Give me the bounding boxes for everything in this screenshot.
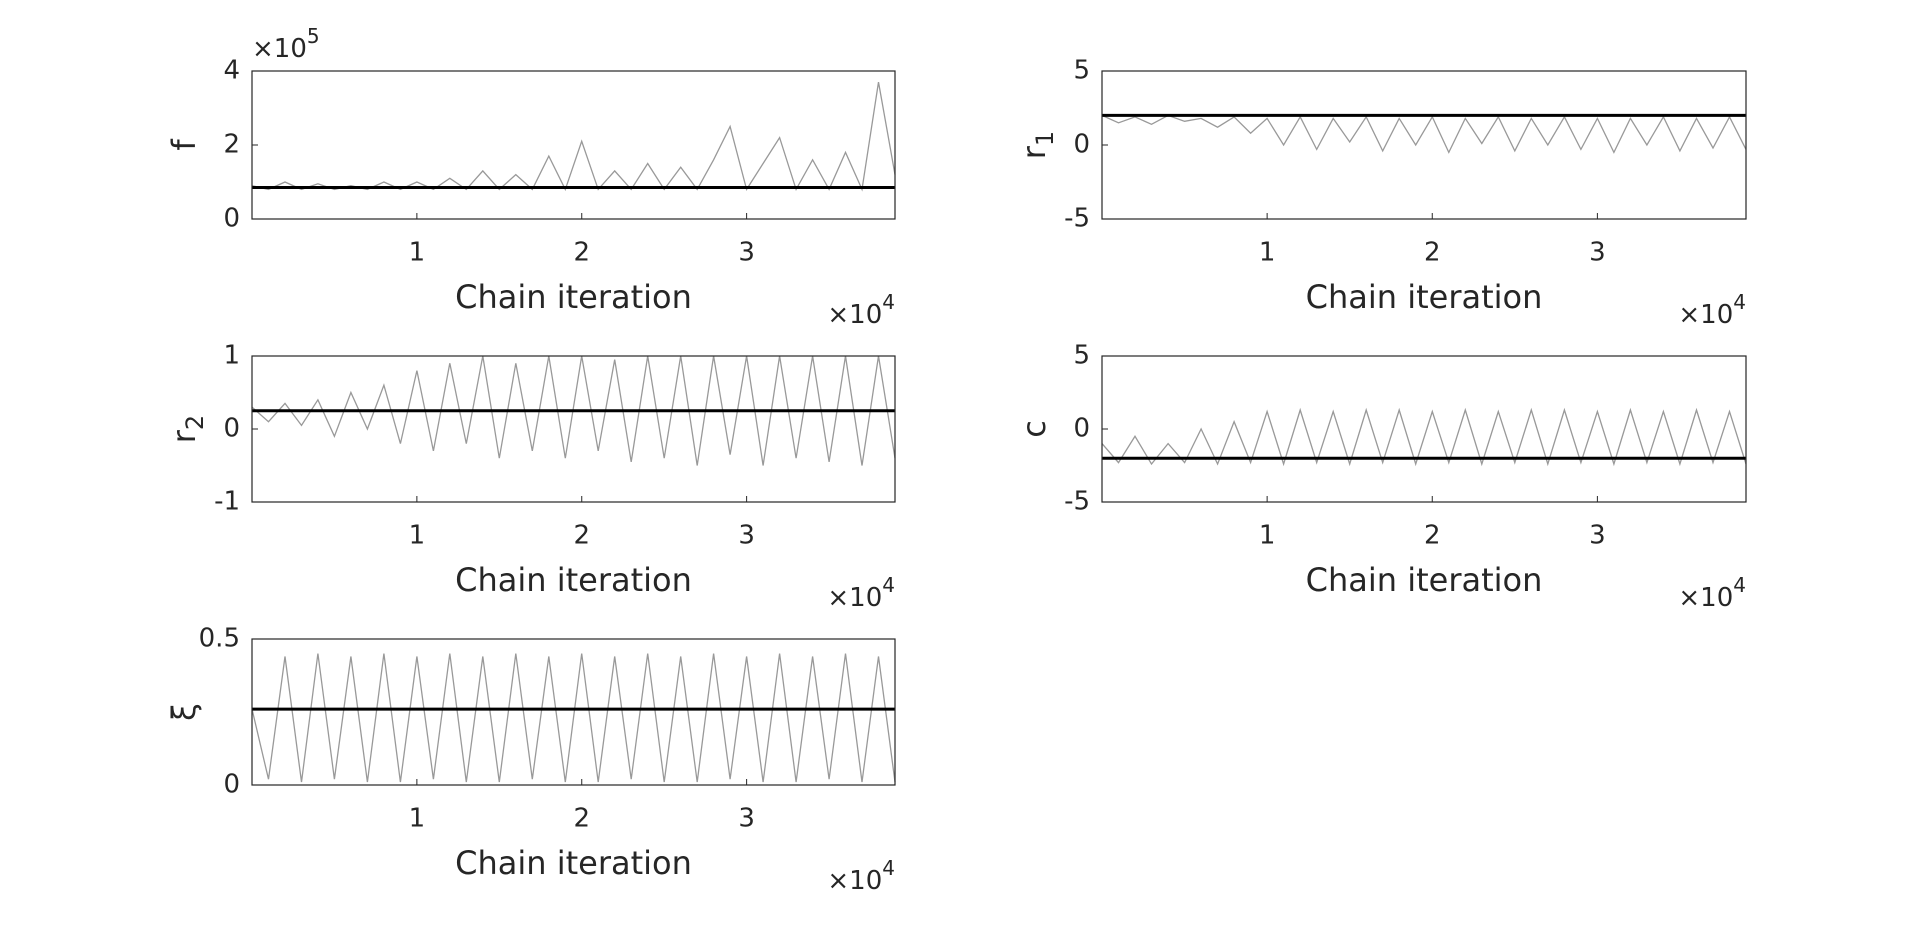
- y-axis-label-subscript: 1: [1031, 131, 1059, 146]
- x-axis-label: Chain iteration: [455, 844, 692, 882]
- plot-area: [252, 639, 895, 785]
- x-multiplier-base: ×10: [827, 583, 882, 613]
- y-axis-label: ξ: [165, 703, 203, 721]
- x-tick-label: 3: [1589, 521, 1606, 551]
- plot-area: [252, 356, 895, 502]
- y-axis-label: r2: [165, 415, 209, 443]
- x-axis-label: Chain iteration: [455, 561, 692, 599]
- y-tick-label: 5: [1073, 56, 1090, 86]
- x-multiplier: ×104: [1678, 290, 1746, 330]
- y-tick-label: 0: [1073, 414, 1090, 444]
- y-tick-label: 0: [1073, 130, 1090, 160]
- x-tick-label: 1: [409, 521, 426, 551]
- y-multiplier-base: ×10: [252, 34, 307, 64]
- x-tick-label: 1: [1259, 238, 1276, 268]
- plot-area: [1102, 71, 1746, 219]
- x-tick-label: 3: [738, 238, 755, 268]
- y-tick-label: -5: [1064, 204, 1090, 234]
- y-tick-label: 0: [223, 204, 240, 234]
- x-multiplier-exponent: 4: [1733, 290, 1746, 314]
- y-tick-label: 5: [1073, 341, 1090, 371]
- x-multiplier: ×104: [1678, 573, 1746, 613]
- x-axis-label: Chain iteration: [1306, 278, 1543, 316]
- y-axis-label-main: r: [1015, 145, 1053, 159]
- x-tick-label: 3: [738, 804, 755, 834]
- y-tick-label: 0.5: [199, 624, 240, 654]
- y-axis-label: c: [1015, 420, 1053, 438]
- x-multiplier-base: ×10: [827, 300, 882, 330]
- y-tick-label: -1: [214, 487, 240, 517]
- y-tick-label: 0: [223, 414, 240, 444]
- x-multiplier-exponent: 4: [882, 573, 895, 597]
- x-multiplier-exponent: 4: [882, 856, 895, 880]
- x-axis-label: Chain iteration: [1306, 561, 1543, 599]
- y-axis-label-main: ξ: [165, 703, 203, 721]
- y-axis-label: f: [165, 139, 203, 151]
- x-multiplier: ×104: [827, 290, 895, 330]
- y-axis-label-subscript: 2: [181, 415, 209, 430]
- trace-line: [1101, 407, 1747, 467]
- plot-area: [1102, 356, 1746, 502]
- y-tick-label: 2: [223, 130, 240, 160]
- trace-line: [1101, 114, 1747, 154]
- plot-area: [252, 71, 895, 219]
- x-axis-label: Chain iteration: [455, 278, 692, 316]
- x-tick-label: 1: [1259, 521, 1276, 551]
- axes-box: [251, 638, 896, 786]
- x-multiplier-base: ×10: [1678, 583, 1733, 613]
- y-tick-label: -5: [1064, 487, 1090, 517]
- x-multiplier-exponent: 4: [882, 290, 895, 314]
- y-tick-label: 1: [223, 341, 240, 371]
- y-tick-label: 0: [223, 770, 240, 800]
- x-tick-label: 1: [409, 804, 426, 834]
- y-multiplier: ×105: [252, 24, 320, 64]
- x-multiplier-exponent: 4: [1733, 573, 1746, 597]
- y-axis-label-main: c: [1015, 420, 1053, 438]
- x-multiplier: ×104: [827, 856, 895, 896]
- x-tick-label: 2: [573, 804, 590, 834]
- y-multiplier-exponent: 5: [307, 24, 320, 48]
- x-tick-label: 2: [573, 238, 590, 268]
- x-multiplier-base: ×10: [1678, 300, 1733, 330]
- y-axis-label: r1: [1015, 131, 1059, 159]
- x-tick-label: 2: [1424, 238, 1441, 268]
- trace-line: [251, 653, 896, 783]
- x-tick-label: 3: [738, 521, 755, 551]
- x-tick-label: 2: [1424, 521, 1441, 551]
- x-multiplier-base: ×10: [827, 866, 882, 896]
- x-multiplier: ×104: [827, 573, 895, 613]
- x-tick-label: 3: [1589, 238, 1606, 268]
- y-tick-label: 4: [223, 56, 240, 86]
- y-axis-label-main: r: [165, 429, 203, 443]
- x-tick-label: 2: [573, 521, 590, 551]
- x-tick-label: 1: [409, 238, 426, 268]
- y-axis-label-main: f: [165, 139, 203, 151]
